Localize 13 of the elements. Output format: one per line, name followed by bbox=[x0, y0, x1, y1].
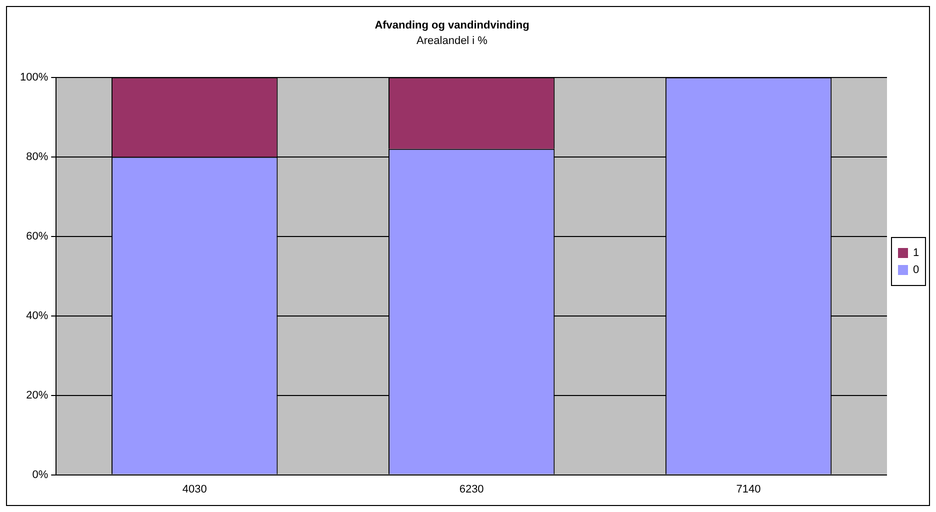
legend-label: 0 bbox=[913, 264, 920, 276]
x-tick-label: 4030 bbox=[182, 483, 207, 496]
chart-subtitle: Arealandel i % bbox=[416, 34, 488, 47]
y-tick-label: 80% bbox=[26, 150, 48, 163]
x-tick-label: 7140 bbox=[736, 483, 761, 496]
y-tick-label: 60% bbox=[26, 230, 48, 242]
y-tick-label: 40% bbox=[26, 310, 48, 322]
x-tick-label: 6230 bbox=[459, 483, 484, 496]
legend-label: 1 bbox=[913, 247, 920, 259]
y-tick-label: 0% bbox=[32, 468, 48, 481]
y-tick-label: 100% bbox=[20, 71, 48, 84]
chart-title: Afvanding og vandindvinding bbox=[374, 20, 530, 32]
y-tick-label: 20% bbox=[26, 389, 48, 402]
